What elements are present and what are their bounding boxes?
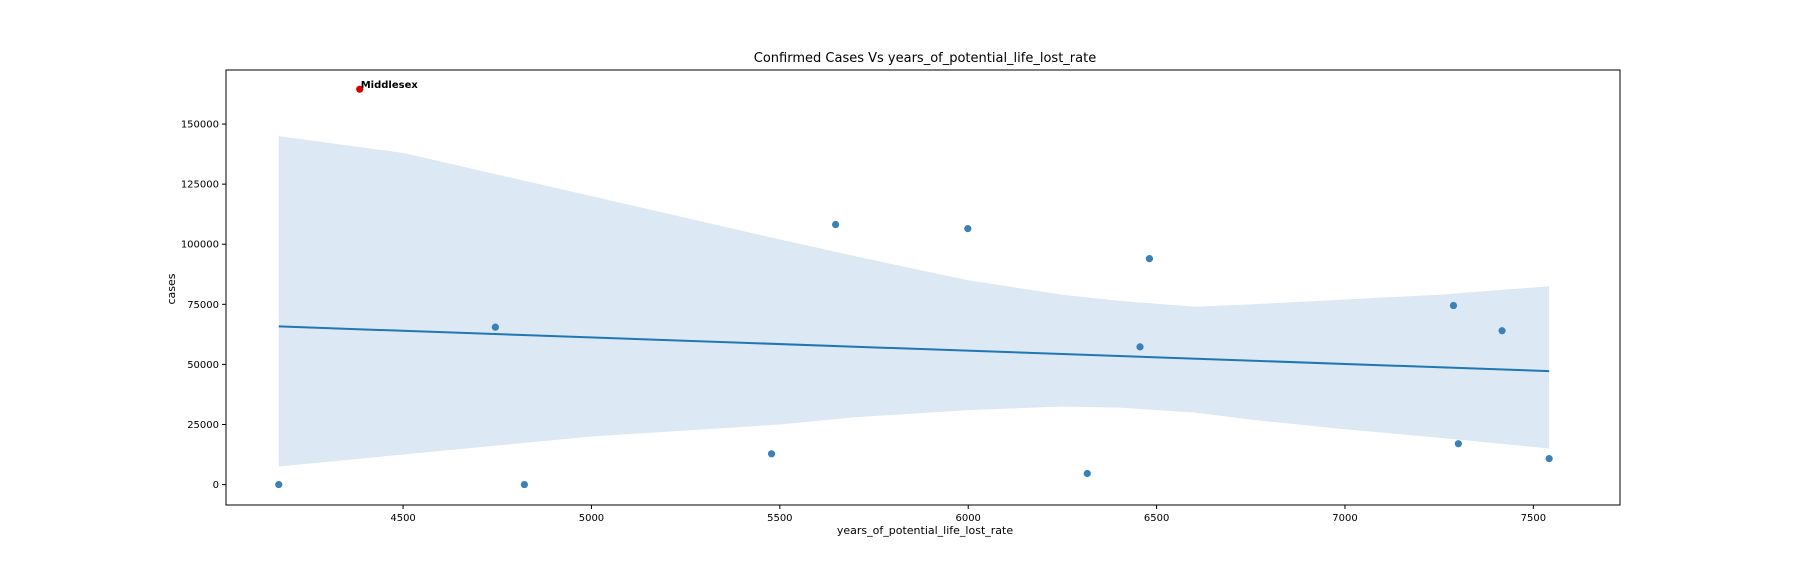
data-point [1498,327,1506,335]
points-layer [275,220,1553,489]
x-axis-label: years_of_potential_life_lost_rate [837,524,1013,537]
confidence-band [278,136,1550,467]
y-tick-label: 150000 [181,120,219,131]
plot-frame [225,69,1621,506]
data-point [275,480,283,489]
data-point [1449,301,1458,310]
data-point [520,480,528,489]
y-tick-label: 125000 [181,180,219,191]
x-tick-label: 7000 [1332,513,1357,524]
data-point [1083,469,1091,478]
y-tick-label: 0 [213,480,219,491]
chart-title: Confirmed Cases Vs years_of_potential_li… [754,51,1096,66]
data-point [1136,343,1144,351]
highlight-layer: Middlesex [356,80,418,93]
data-point [1145,255,1154,263]
highlight-label: Middlesex [361,80,419,91]
regression-line [278,325,1550,373]
data-point [964,225,972,233]
data-point [1545,455,1553,463]
x-tick-label: 7500 [1521,513,1546,524]
x-tick-label: 6500 [1144,513,1169,524]
y-axis-ticks: 0 25000 50000 75000 100000 125000 150000 [181,120,226,491]
y-axis-label: cases [165,273,178,304]
confidence-band-layer [278,136,1550,467]
y-tick-label: 50000 [187,360,219,371]
highlight-point [356,85,364,93]
x-axis-ticks: 4500 5000 5500 6000 6500 7000 7500 [390,505,1546,524]
x-tick-label: 5000 [579,513,604,524]
y-tick-label: 100000 [181,240,219,251]
data-point [491,323,499,331]
x-tick-label: 4500 [390,513,415,524]
x-tick-label: 5500 [767,513,792,524]
y-tick-label: 75000 [187,300,219,311]
data-point [831,220,840,229]
y-tick-label: 25000 [187,420,219,431]
data-point [767,450,776,458]
regression-line-layer [278,325,1550,373]
data-point [1454,440,1462,448]
x-tick-label: 6000 [955,513,980,524]
